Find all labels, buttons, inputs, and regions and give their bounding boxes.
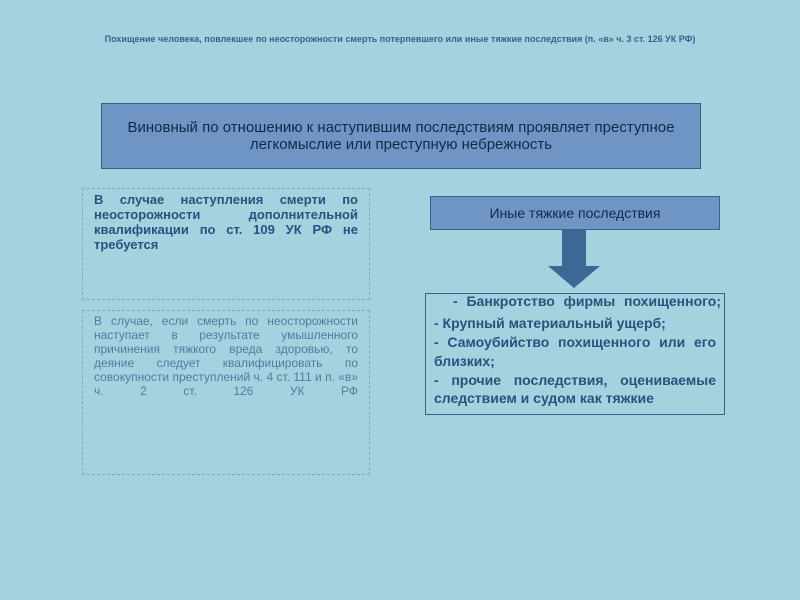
arrow-head <box>548 266 600 288</box>
slide-canvas: Похищение человека, повлекшее по неостор… <box>0 0 800 600</box>
consequences-list: - Банкротство фирмы похищенного; - Крупн… <box>425 292 725 415</box>
consequence-bankruptcy: - Банкротство фирмы похищенного; <box>425 292 725 311</box>
consequence-item: - Крупный материальный ущерб; <box>434 314 716 333</box>
consequence-item: - Самоубийство похищенного или его близк… <box>434 333 716 371</box>
consequences-framed: - Крупный материальный ущерб;- Самоубийс… <box>425 293 725 415</box>
consequence-item: - прочие последствия, оцениваемые следст… <box>434 371 716 409</box>
arrow-stem <box>562 230 586 266</box>
